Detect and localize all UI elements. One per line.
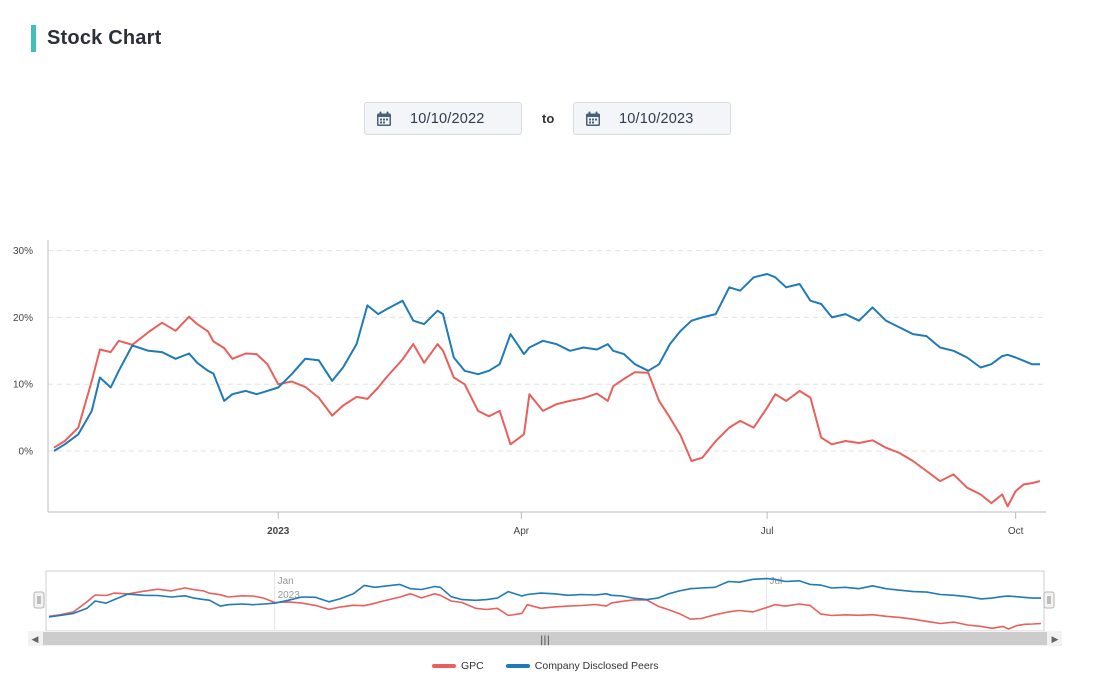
accent-bar — [31, 24, 36, 52]
y-tick-label: 0% — [19, 447, 34, 458]
legend-label: Company Disclosed Peers — [534, 660, 659, 672]
start-date-value[interactable]: 10/10/2022 — [410, 110, 485, 127]
x-tick-label: Jul — [761, 526, 774, 537]
navigator-series-line — [48, 587, 1042, 630]
navigator-tick-sublabel: 2023 — [278, 590, 301, 601]
scroll-right-arrow-icon[interactable]: ▶ — [1052, 635, 1059, 645]
navigator-tick-label: Jul — [770, 576, 783, 587]
end-date-field[interactable]: 10/10/2023 — [573, 102, 731, 135]
date-separator: to — [542, 111, 555, 126]
y-tick-label: 30% — [13, 246, 33, 257]
navigator-frame[interactable] — [45, 570, 1045, 632]
legend-swatch — [505, 664, 530, 668]
series-line-peers[interactable] — [53, 273, 1040, 452]
legend-item-peers[interactable]: Company Disclosed Peers — [505, 660, 659, 672]
end-date-value[interactable]: 10/10/2023 — [619, 110, 694, 127]
page-header: Stock Chart — [31, 24, 161, 52]
scroll-left-arrow-icon[interactable]: ◀ — [32, 635, 39, 645]
legend-label: GPC — [461, 660, 484, 672]
navigator-handle[interactable] — [33, 591, 45, 609]
navigator-series-line — [48, 577, 1041, 618]
page-title: Stock Chart — [47, 26, 162, 49]
series-line-gpc[interactable] — [53, 315, 1041, 508]
start-date-field[interactable]: 10/10/2022 — [364, 102, 522, 135]
navigator-handle[interactable] — [1043, 591, 1055, 609]
calendar-icon[interactable] — [376, 111, 392, 127]
x-tick-label: 2023 — [267, 526, 290, 537]
scrollbar-grip: ||| — [540, 635, 550, 646]
y-tick-label: 10% — [13, 380, 33, 391]
legend-item-gpc[interactable]: GPC — [432, 660, 484, 672]
y-tick-label: 20% — [13, 313, 33, 324]
navigator-tick-label: Jan — [278, 576, 294, 587]
x-tick-label: Oct — [1008, 526, 1024, 537]
x-tick-label: Apr — [514, 526, 530, 537]
calendar-icon[interactable] — [585, 111, 601, 127]
chart-legend: GPC Company Disclosed Peers — [432, 660, 680, 672]
scrollbar-thumb[interactable] — [43, 632, 1047, 645]
legend-swatch — [432, 664, 456, 668]
